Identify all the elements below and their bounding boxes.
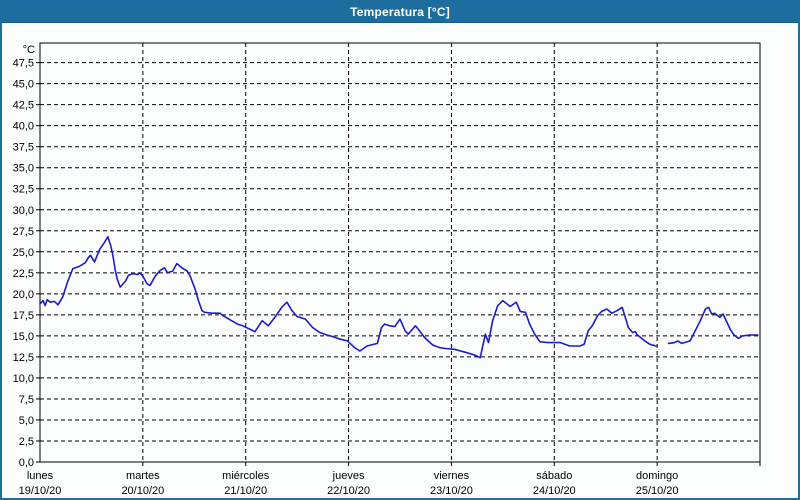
svg-text:40,0: 40,0 (13, 121, 34, 133)
svg-text:32,5: 32,5 (13, 184, 34, 196)
chart-title: Temperatura [°C] (350, 5, 450, 19)
svg-text:42,5: 42,5 (13, 100, 34, 112)
day-name-label: jueves (332, 470, 365, 482)
svg-text:37,5: 37,5 (13, 142, 34, 154)
temperature-line (667, 306, 759, 345)
svg-text:30,0: 30,0 (13, 205, 34, 217)
svg-text:35,0: 35,0 (13, 163, 34, 175)
svg-text:17,5: 17,5 (13, 310, 34, 322)
svg-text:20,0: 20,0 (13, 289, 34, 301)
day-name-label: viernes (434, 470, 470, 482)
chart-canvas: 0,0 2,5 5,0 7,5 10,0 12,5 15,0 17,5 20,0 22,5 25,0… (13, 42, 761, 497)
day-date-label: 24/10/20 (533, 485, 576, 497)
day-name-label: domingo (636, 470, 678, 482)
plot-border (39, 42, 761, 463)
svg-text:10,0: 10,0 (13, 373, 34, 385)
svg-text:22,5: 22,5 (13, 268, 34, 280)
y-axis-labels: 0,0 2,5 5,0 7,5 10,0 12,5 15,0 17,5 20,0 22,5 25,0… (13, 44, 35, 469)
svg-text:0,0: 0,0 (19, 457, 34, 469)
day-date-label: 19/10/20 (19, 485, 62, 497)
axis-ticks (36, 62, 761, 466)
series-temperatura (39, 235, 759, 359)
temperature-line (39, 235, 657, 359)
day-name-label: sábado (536, 470, 572, 482)
title-bar: Temperatura [°C] (2, 2, 798, 23)
svg-text:27,5: 27,5 (13, 226, 34, 238)
y-axis-unit-label: °C (23, 44, 35, 56)
svg-text:47,5: 47,5 (13, 58, 34, 70)
day-date-label: 20/10/20 (121, 485, 164, 497)
day-date-label: 22/10/20 (327, 485, 370, 497)
x-axis-labels: lunes 19/10/20 martes 20/10/20 miércoles 21/1… (19, 470, 679, 497)
day-date-label: 23/10/20 (430, 485, 473, 497)
svg-text:25,0: 25,0 (13, 247, 34, 259)
svg-text:12,5: 12,5 (13, 352, 34, 364)
day-name-label: lunes (27, 470, 54, 482)
day-name-label: martes (126, 470, 160, 482)
temperature-chart: 0,0 2,5 5,0 7,5 10,0 12,5 15,0 17,5 20,0 22,5 25,0… (2, 23, 798, 498)
svg-text:2,5: 2,5 (19, 436, 34, 448)
gridlines (40, 43, 760, 462)
day-date-label: 25/10/20 (636, 485, 679, 497)
svg-text:15,0: 15,0 (13, 331, 34, 343)
day-name-label: miércoles (222, 470, 270, 482)
svg-text:7,5: 7,5 (19, 394, 34, 406)
day-date-label: 21/10/20 (224, 485, 267, 497)
svg-text:5,0: 5,0 (19, 415, 34, 427)
svg-text:45,0: 45,0 (13, 79, 34, 91)
